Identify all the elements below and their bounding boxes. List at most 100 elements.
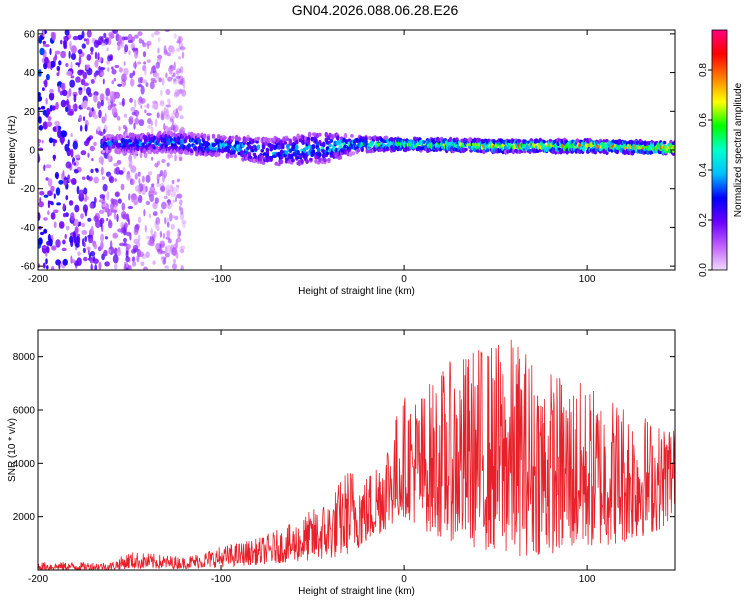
heatmap-cell xyxy=(128,50,131,55)
heatmap-cell xyxy=(284,150,289,155)
heatmap-cell xyxy=(63,213,67,218)
heatmap-cell xyxy=(93,141,97,147)
heatmap-cell xyxy=(140,105,143,109)
heatmap-cell xyxy=(74,226,79,234)
heatmap-cell xyxy=(108,32,114,37)
heatmap-cell xyxy=(57,85,61,93)
heatmap-cell xyxy=(128,98,134,103)
heatmap-cell xyxy=(54,120,61,126)
heatmap-cell xyxy=(113,77,117,82)
heatmap-cell xyxy=(136,146,140,152)
heatmap-cell xyxy=(151,156,154,161)
heatmap-cell xyxy=(178,156,183,162)
heatmap-cell xyxy=(338,143,343,149)
heatmap-cell xyxy=(47,178,53,187)
heatmap-cell xyxy=(126,261,129,269)
colorbar: 0.0 0.2 0.4 0.6 0.8 Normalized spectral ampl… xyxy=(698,29,744,277)
heatmap-cell xyxy=(164,30,170,33)
heatmap-cell xyxy=(53,209,59,214)
heatmap-cell xyxy=(179,115,184,120)
heatmap-cell xyxy=(121,97,125,107)
heatmap-cell xyxy=(120,183,125,191)
heatmap-cell xyxy=(149,71,153,75)
heatmap-cell xyxy=(122,81,126,86)
heatmap-cell xyxy=(94,60,99,68)
heatmap-cell xyxy=(350,134,354,138)
heatmap-cell xyxy=(105,96,109,101)
heatmap-cell xyxy=(78,221,82,227)
heatmap-cell xyxy=(51,32,56,41)
heatmap-cell xyxy=(90,168,94,174)
heatmap-cell xyxy=(82,71,88,80)
heatmap-cell xyxy=(582,146,586,152)
heatmap-cell xyxy=(138,142,143,147)
heatmap-cell xyxy=(86,246,91,251)
heatmap-cell xyxy=(487,138,491,143)
heatmap-cell xyxy=(38,36,43,44)
heatmap-cell xyxy=(157,222,160,230)
heatmap-cell xyxy=(104,236,109,240)
heatmap-cell xyxy=(279,156,284,160)
y-tick-label: 0 xyxy=(29,146,35,157)
heatmap-cell xyxy=(114,178,117,182)
heatmap-cell xyxy=(97,130,103,136)
heatmap-cell xyxy=(53,154,56,162)
heatmap-cell xyxy=(131,47,138,52)
spectrogram-x-label: Height of straight line (km) xyxy=(298,286,415,297)
heatmap-cell xyxy=(116,213,119,223)
heatmap-cell xyxy=(464,147,468,152)
heatmap-cell xyxy=(83,242,86,248)
heatmap-cell xyxy=(140,98,146,104)
heatmap-cell xyxy=(80,213,84,220)
heatmap-cell xyxy=(98,65,101,75)
heatmap-cell xyxy=(167,154,174,158)
heatmap-cell xyxy=(100,166,104,176)
heatmap-cell xyxy=(180,207,184,215)
heatmap-cell xyxy=(111,106,118,116)
heatmap-cell xyxy=(76,185,80,195)
heatmap-cell xyxy=(216,151,221,157)
heatmap-cell xyxy=(144,267,147,270)
heatmap-cell xyxy=(154,118,158,127)
heatmap-cell xyxy=(81,222,86,228)
heatmap-cell xyxy=(142,51,147,58)
heatmap-cell xyxy=(86,136,92,142)
heatmap-cell xyxy=(155,61,161,69)
heatmap-cell xyxy=(104,112,107,122)
heatmap-cell xyxy=(98,36,104,45)
heatmap-cell xyxy=(164,252,170,258)
heatmap-cell xyxy=(134,117,140,125)
heatmap-cell xyxy=(62,89,68,97)
heatmap-cell xyxy=(164,265,170,269)
heatmap-cell xyxy=(78,55,82,65)
chart-title: GN04.2026.088.06.28.E26 xyxy=(291,2,459,18)
heatmap-cell xyxy=(146,59,151,63)
heatmap-cell xyxy=(97,52,100,61)
heatmap-cell xyxy=(327,158,331,162)
heatmap-cell xyxy=(86,30,92,38)
heatmap-cell xyxy=(181,51,185,59)
heatmap-cell xyxy=(100,99,104,107)
heatmap-cell xyxy=(101,176,106,181)
heatmap-cell xyxy=(125,135,130,139)
heatmap-cell xyxy=(93,215,99,223)
heatmap-cell xyxy=(83,256,88,262)
heatmap-cell xyxy=(311,145,316,150)
heatmap-cell xyxy=(108,249,112,254)
heatmap-cell xyxy=(94,51,98,60)
heatmap-cell xyxy=(125,255,130,263)
heatmap-cell xyxy=(132,244,139,252)
heatmap-cell xyxy=(49,48,52,55)
heatmap-cell xyxy=(68,88,72,97)
heatmap-cell xyxy=(159,230,163,238)
heatmap-cell xyxy=(144,109,147,114)
heatmap-cell xyxy=(82,116,86,122)
heatmap-cell xyxy=(78,189,84,198)
heatmap-cell xyxy=(261,144,266,150)
heatmap-cell xyxy=(178,80,184,85)
heatmap-cell xyxy=(129,72,134,79)
heatmap-cell xyxy=(84,236,88,242)
heatmap-cell xyxy=(231,135,235,140)
heatmap-cell xyxy=(157,248,160,253)
heatmap-cell xyxy=(110,202,115,212)
